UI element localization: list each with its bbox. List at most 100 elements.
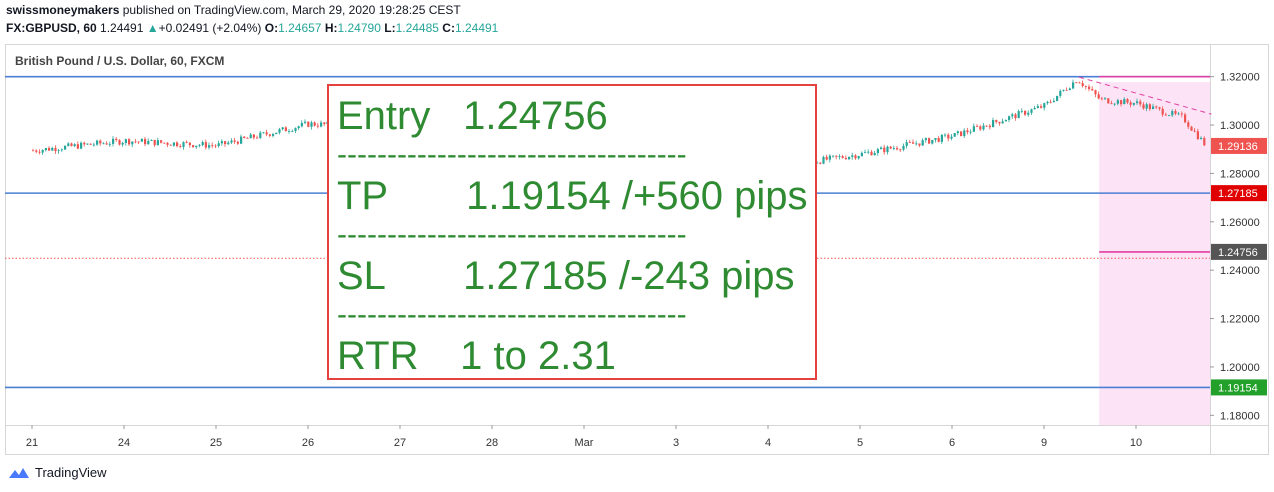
candle-body (80, 142, 83, 149)
candle-body (192, 145, 195, 148)
candle-body (70, 143, 73, 147)
candle-body (54, 148, 57, 152)
author-name[interactable]: swissmoneymakers (6, 3, 120, 17)
candle-body (835, 155, 838, 157)
candle-body (880, 147, 883, 150)
candle-body (83, 142, 86, 145)
candle-body (851, 155, 854, 157)
candle-body (860, 152, 863, 157)
publish-info: swissmoneymakers published on TradingVie… (6, 3, 461, 17)
candle-body (1148, 104, 1151, 110)
candle-body (179, 146, 182, 147)
candle-body (1142, 104, 1145, 109)
y-tick-label: 1.24000 (1220, 265, 1260, 277)
candle-body (294, 128, 297, 131)
price-change: +0.02491 (+2.04%) (158, 21, 262, 35)
candle-body (944, 134, 947, 136)
candle-body (163, 142, 166, 144)
candle-body (256, 137, 259, 139)
candle-body (1190, 126, 1193, 131)
candle-body (243, 136, 246, 138)
candle-body (883, 147, 886, 153)
candle-body (188, 142, 191, 146)
candle-body (940, 134, 943, 142)
candle-body (934, 138, 937, 140)
candle-body (912, 142, 915, 144)
x-tick-label: Mar (575, 437, 594, 449)
candle-body (1187, 122, 1190, 127)
candle-body (1030, 109, 1033, 113)
x-tick-label: 6 (949, 437, 955, 449)
tradingview-footer[interactable]: TradingView (8, 465, 107, 480)
candle-body (278, 129, 281, 133)
candle-body (1014, 114, 1017, 119)
candle-body (960, 131, 963, 136)
candle-body (1072, 82, 1075, 89)
candle-body (1033, 108, 1036, 110)
candle-body (841, 156, 844, 158)
candle-body (172, 142, 175, 146)
rtr-row: RTR 1 to 2.31 (337, 334, 616, 379)
candle-body (825, 156, 828, 160)
candle-body (848, 156, 851, 160)
trend-line[interactable] (1078, 76, 1212, 115)
candle-body (844, 157, 847, 160)
candle-body (1004, 119, 1007, 122)
tp-label: TP (337, 174, 389, 218)
candle-body (854, 155, 857, 159)
x-tick-label: 9 (1041, 437, 1047, 449)
y-tick-label: 1.22000 (1220, 314, 1260, 326)
candle-body (1110, 103, 1113, 105)
candle-body (915, 143, 918, 145)
candle-body (115, 138, 118, 141)
price-label: 1.29136 (1218, 141, 1258, 153)
candle-body (832, 155, 835, 157)
candle-body (985, 125, 988, 127)
y-tick-label: 1.20000 (1220, 362, 1260, 374)
candle-body (828, 155, 831, 160)
candle-body (86, 143, 89, 145)
candle-body (320, 122, 323, 127)
up-arrow-icon: ▲ (146, 21, 159, 35)
candle-body (1017, 111, 1020, 119)
rtr-value: 1 to 2.31 (460, 334, 616, 378)
candle-body (1104, 98, 1107, 100)
candle-body (275, 132, 278, 135)
candle-body (902, 145, 905, 150)
candle-body (1129, 102, 1132, 105)
candle-body (1174, 111, 1177, 114)
y-tick-label: 1.18000 (1220, 410, 1260, 422)
candle-body (153, 139, 156, 146)
candle-body (1046, 101, 1049, 104)
candle-body (220, 141, 223, 144)
candle-body (233, 140, 236, 142)
candle-body (300, 122, 303, 127)
candle-body (195, 145, 198, 148)
candle-body (988, 125, 991, 128)
candle-body (262, 132, 265, 134)
candle-body (921, 140, 924, 146)
x-tick-label: 10 (1130, 437, 1142, 449)
candle-body (1065, 89, 1068, 91)
candle-body (108, 143, 111, 145)
candle-body (1113, 103, 1116, 105)
candle-body (1184, 114, 1187, 123)
trade-summary-box: Entry 1.24756 --------------------------… (327, 84, 817, 380)
candle-body (259, 132, 262, 138)
last-price: 1.24491 (100, 21, 144, 35)
candle-body (1024, 110, 1027, 115)
candle-body (323, 122, 326, 125)
candle-body (288, 131, 291, 132)
x-tick-label: 21 (26, 437, 38, 449)
candle-body (92, 144, 95, 146)
candle-body (102, 143, 105, 145)
candle-body (128, 139, 131, 145)
publish-date: published on TradingView.com, March 29, … (122, 3, 461, 17)
candle-body (304, 121, 307, 123)
candle-body (857, 156, 860, 159)
candle-body (1180, 113, 1183, 115)
x-tick-label: 28 (486, 437, 498, 449)
candle-body (1097, 94, 1100, 99)
candle-body (889, 146, 892, 149)
candle-body (204, 142, 207, 148)
